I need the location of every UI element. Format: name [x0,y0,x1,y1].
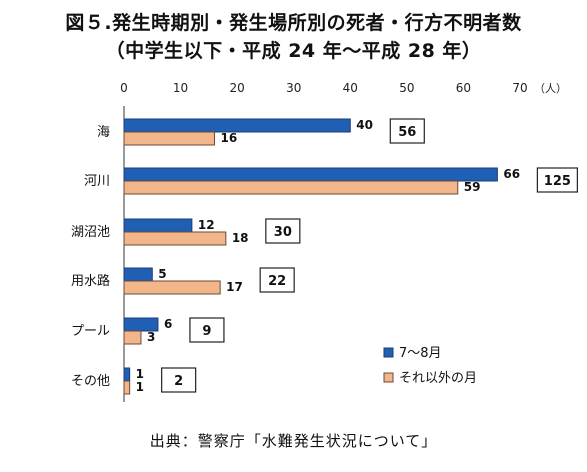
total-label: 22 [268,274,286,289]
x-tick-label: 50 [399,81,414,95]
bar-series-summer [123,118,351,133]
x-tick-label: 60 [456,81,471,95]
data-label-other: 17 [226,280,243,294]
data-label-summer: 6 [164,317,172,331]
bar-series-summer [123,367,131,382]
x-tick-label: 0 [120,81,128,95]
category-label: その他 [71,374,110,389]
x-tick-label: 70 [512,81,527,95]
total-label: 2 [174,374,183,389]
category-label: 海 [97,125,110,140]
bar-series-other [123,380,131,395]
total-box [265,218,301,244]
bar-series-other [123,131,216,146]
total-label: 30 [274,225,292,240]
data-label-other: 59 [464,180,481,194]
bar-series-other [123,231,227,246]
data-label-summer: 12 [198,218,215,232]
legend-swatch-other [383,372,394,383]
total-box [189,317,225,343]
data-label-other: 1 [136,380,144,394]
legend-label-summer: 7～8月 [399,346,442,361]
x-tick-label: 40 [343,81,358,95]
chart-subtitle: （中学生以下・平成 24 年～平成 28 年） [105,40,482,62]
x-tick-label: 30 [286,81,301,95]
bar-series-summer [123,267,153,282]
total-label: 125 [544,174,571,189]
total-box [536,167,578,193]
category-label: 用水路 [71,273,110,289]
legend-swatch-summer [383,347,394,358]
category-label: 湖沼池 [71,225,110,240]
bar-series-other [123,280,221,295]
x-tick-label: 20 [230,81,245,95]
data-label-other: 16 [221,131,238,145]
data-label-summer: 5 [158,267,166,281]
total-label: 9 [202,324,211,339]
total-box [259,267,295,293]
category-label: プール [71,324,110,339]
total-box [389,118,425,144]
legend-label-other: それ以外の月 [399,371,477,386]
source-note: 出典：警察庁「水難発生状況について」 [149,432,438,450]
data-label-summer: 66 [503,167,520,181]
data-label-other: 18 [232,231,249,245]
total-label: 56 [398,125,416,140]
total-box [161,367,197,393]
data-label-summer: 40 [356,118,373,132]
bar-series-other [123,180,459,195]
bar-series-summer [123,167,498,182]
data-label-summer: 1 [136,367,144,381]
chart-title: 図５.発生時期別・発生場所別の死者・行方不明者数 [65,12,522,34]
category-label: 河川 [84,174,110,189]
data-label-other: 3 [147,330,155,344]
x-tick-label: 10 [173,81,188,95]
x-axis-unit: （人） [534,82,567,95]
bar-series-summer [123,218,193,233]
bar-series-other [123,330,142,345]
